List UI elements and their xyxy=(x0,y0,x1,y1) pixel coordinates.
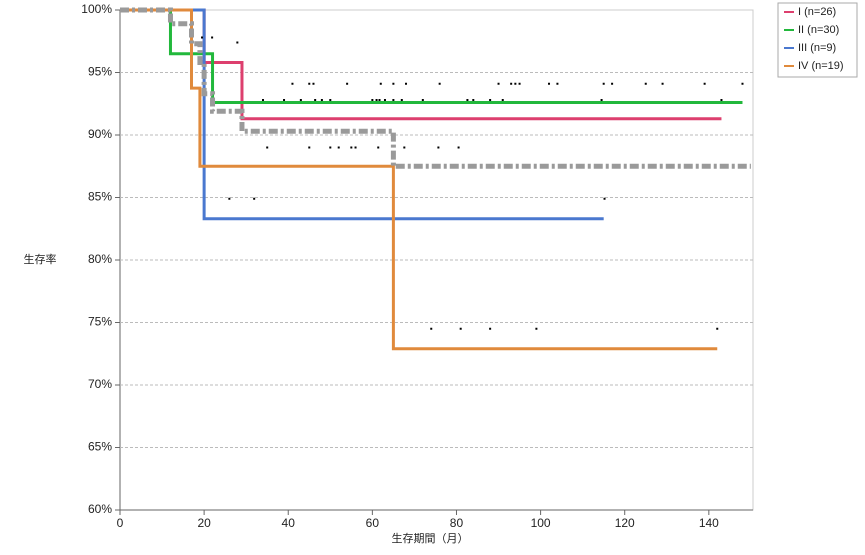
legend-label: IV (n=19) xyxy=(798,60,844,72)
censor-mark xyxy=(378,99,381,101)
censor-mark xyxy=(716,327,719,330)
censor-mark xyxy=(497,82,500,85)
x-tick-label: 120 xyxy=(615,516,635,530)
x-tick-label: 0 xyxy=(117,516,124,530)
y-tick-label: 60% xyxy=(88,502,112,516)
legend: I (n=26) II (n=30) III (n=9) IV (n=19) xyxy=(777,2,858,78)
censor-mark xyxy=(556,82,559,85)
censor-mark xyxy=(236,41,239,44)
censor-mark xyxy=(337,146,340,149)
censor-mark xyxy=(518,82,521,85)
survival-curve xyxy=(120,7,751,169)
censor-mark xyxy=(600,99,603,101)
censor-mark xyxy=(489,99,492,101)
censor-mark xyxy=(644,82,647,85)
censor-mark xyxy=(466,99,469,101)
y-tick-label: 95% xyxy=(88,65,112,79)
y-tick-label: 85% xyxy=(88,190,112,204)
x-tick-label: 80 xyxy=(450,516,464,530)
censor-mark xyxy=(320,99,323,101)
y-tick-label: 75% xyxy=(88,315,112,329)
x-tick-label: 140 xyxy=(699,516,719,530)
censor-mark xyxy=(312,82,315,85)
censor-mark xyxy=(379,82,382,85)
legend-box xyxy=(777,2,858,78)
censor-mark xyxy=(510,82,513,85)
censor-mark xyxy=(405,82,408,85)
censor-mark xyxy=(421,99,424,101)
censor-mark xyxy=(377,146,380,149)
censor-mark xyxy=(403,146,406,149)
censor-mark xyxy=(329,146,332,149)
censor-mark xyxy=(350,146,353,149)
legend-label: III (n=9) xyxy=(798,42,836,54)
censor-mark xyxy=(741,82,744,85)
censor-mark xyxy=(314,99,317,101)
censor-mark xyxy=(262,99,265,101)
censor-mark xyxy=(459,327,462,330)
censor-mark xyxy=(438,82,441,85)
censor-mark xyxy=(375,99,378,101)
censor-mark xyxy=(457,146,460,149)
censor-mark xyxy=(489,327,492,330)
censor-mark xyxy=(383,99,386,101)
censor-mark xyxy=(346,82,349,85)
x-tick-label: 20 xyxy=(197,516,211,530)
censor-mark xyxy=(602,82,605,85)
censor-mark xyxy=(535,327,538,330)
y-tick-label: 65% xyxy=(88,440,112,454)
y-tick-label: 80% xyxy=(88,252,112,266)
censor-mark xyxy=(392,99,395,101)
censor-mark xyxy=(371,99,374,101)
censor-mark xyxy=(211,36,214,39)
censor-mark xyxy=(329,99,332,101)
x-tick-label: 40 xyxy=(282,516,296,530)
censor-mark xyxy=(548,82,551,85)
y-tick-label: 90% xyxy=(88,127,112,141)
censor-mark xyxy=(266,146,269,149)
x-tick-label: 60 xyxy=(366,516,380,530)
censor-mark xyxy=(603,197,606,200)
censor-mark xyxy=(308,146,311,149)
censor-mark xyxy=(430,327,433,330)
censor-mark xyxy=(253,197,256,200)
censor-mark xyxy=(308,82,311,85)
censor-mark xyxy=(472,99,475,101)
censor-mark xyxy=(611,82,614,85)
y-tick-label: 100% xyxy=(81,2,112,16)
censor-mark xyxy=(299,99,302,101)
censor-mark xyxy=(291,82,294,85)
censor-mark xyxy=(703,82,706,85)
censor-mark xyxy=(228,197,231,200)
censor-mark xyxy=(400,99,403,101)
censor-mark xyxy=(501,99,504,101)
censor-mark xyxy=(354,146,357,149)
legend-label: II (n=30) xyxy=(798,24,839,36)
censor-mark xyxy=(661,82,664,85)
x-tick-label: 100 xyxy=(531,516,551,530)
censor-mark xyxy=(392,82,395,85)
y-axis-label: 生存率 xyxy=(24,252,57,266)
censor-mark xyxy=(201,36,204,39)
censor-mark xyxy=(514,82,517,85)
censor-mark xyxy=(437,146,440,149)
legend-label: I (n=26) xyxy=(798,6,836,18)
censor-mark xyxy=(283,99,286,101)
x-axis-label: 生存期間（月） xyxy=(392,531,469,545)
y-tick-label: 70% xyxy=(88,377,112,391)
censor-mark xyxy=(720,99,723,101)
